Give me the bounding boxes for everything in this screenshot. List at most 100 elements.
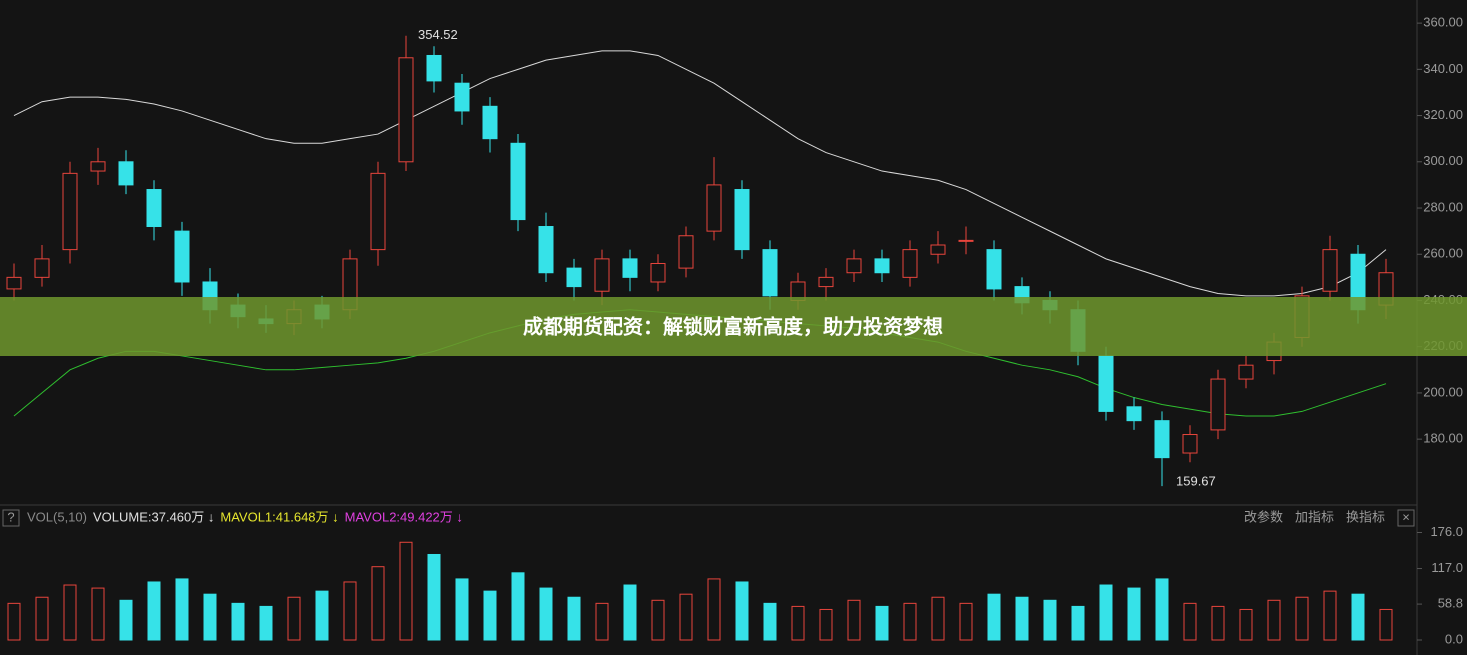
close-icon[interactable]: × (1402, 509, 1410, 524)
candle-body (510, 142, 526, 221)
volume-bar (147, 581, 161, 641)
candle-body (734, 189, 750, 251)
candle-body (986, 249, 1002, 290)
candle-body (678, 235, 694, 269)
candle-body (426, 54, 442, 82)
volume-bar (371, 566, 385, 641)
candle-body (482, 105, 498, 140)
y-tick-label: 176.0 (1430, 524, 1463, 539)
volume-bar (119, 599, 133, 641)
candle-body (90, 161, 106, 172)
indicator-label: MAVOL1:41.648万 ↓ (220, 509, 338, 524)
volume-bar (427, 553, 441, 641)
candle-body (930, 244, 946, 255)
candle-body (846, 258, 862, 274)
volume-bar (63, 584, 77, 641)
volume-bar (483, 590, 497, 641)
volume-bar (7, 602, 21, 641)
indicator-label: VOL(5,10) (27, 509, 87, 524)
volume-bar (91, 587, 105, 641)
y-tick-label: 340.00 (1423, 61, 1463, 76)
y-tick-label: 280.00 (1423, 199, 1463, 214)
volume-bar (1239, 608, 1253, 641)
low-annotation: 159.67 (1176, 474, 1216, 489)
volume-bar (1015, 596, 1029, 641)
toolbar-button[interactable]: 换指标 (1346, 509, 1385, 524)
candle-body (174, 230, 190, 283)
help-button[interactable] (2, 509, 20, 527)
volume-bar (1071, 605, 1085, 641)
volume-bar (231, 602, 245, 641)
volume-bar (791, 605, 805, 641)
volume-bar (567, 596, 581, 641)
y-tick-label: 360.00 (1423, 15, 1463, 30)
y-tick-label: 180.00 (1423, 431, 1463, 446)
volume-bar (623, 584, 637, 641)
y-tick-label: 0.0 (1445, 631, 1463, 646)
volume-bar (1099, 584, 1113, 641)
y-tick-label: 117.0 (1431, 560, 1463, 575)
candle-body (650, 262, 666, 283)
y-tick-label: 260.00 (1423, 246, 1463, 261)
toolbar-button[interactable]: 加指标 (1295, 509, 1334, 524)
volume-bar (1295, 596, 1309, 641)
candle-body (706, 184, 722, 232)
volume-bar (903, 602, 917, 641)
volume-bar (595, 602, 609, 641)
volume-bar (1211, 605, 1225, 641)
candle-body (1154, 420, 1170, 459)
volume-bar (1183, 602, 1197, 641)
close-button[interactable] (1397, 509, 1415, 527)
candle-body (1210, 378, 1226, 431)
help-text[interactable]: ? (7, 509, 14, 524)
candle-body (594, 258, 610, 292)
y-tick-label: 58.8 (1438, 596, 1463, 611)
candle-body (62, 172, 78, 251)
volume-bar (987, 593, 1001, 641)
candle-body (818, 276, 834, 288)
candle-body (874, 258, 890, 274)
volume-bar (1323, 590, 1337, 641)
candle-body (1098, 355, 1114, 412)
volume-bar (931, 596, 945, 641)
y-tick-label: 320.00 (1423, 107, 1463, 122)
volume-bar (455, 578, 469, 641)
candle-body (1322, 249, 1338, 292)
indicator-label: MAVOL2:49.422万 ↓ (345, 509, 463, 524)
volume-bar (175, 578, 189, 641)
volume-bar (1043, 599, 1057, 641)
toolbar-button[interactable]: 改参数 (1244, 509, 1283, 524)
volume-bar (315, 590, 329, 641)
volume-bar (1155, 578, 1169, 641)
candle-body (34, 258, 50, 278)
candle-body (538, 226, 554, 274)
indicator-label: VOLUME:37.460万 ↓ (93, 509, 214, 524)
banner-text: 成都期货配资：解锁财富新高度，助力投资梦想 (523, 314, 943, 338)
volume-bar (1351, 593, 1365, 641)
y-tick-label: 300.00 (1423, 153, 1463, 168)
volume-bar (287, 596, 301, 641)
candle-body (958, 239, 974, 242)
high-annotation: 354.52 (418, 27, 458, 42)
volume-bar (511, 572, 525, 641)
candle-body (6, 276, 22, 290)
volume-bar (1267, 599, 1281, 641)
candle-body (902, 249, 918, 278)
volume-bar (203, 593, 217, 641)
volume-bar (959, 602, 973, 641)
volume-bar (35, 596, 49, 641)
volume-bar (1127, 587, 1141, 641)
candle-body (762, 249, 778, 297)
volume-bar (259, 605, 273, 641)
volume-bar (539, 587, 553, 641)
candle-body (118, 161, 134, 186)
volume-bar (679, 593, 693, 641)
volume-bar (735, 581, 749, 641)
volume-bar (399, 541, 413, 641)
volume-bar (875, 605, 889, 641)
banner (0, 297, 1467, 356)
candle-body (566, 267, 582, 288)
volume-bar (707, 578, 721, 641)
volume-bar (651, 599, 665, 641)
volume-bar (763, 602, 777, 641)
